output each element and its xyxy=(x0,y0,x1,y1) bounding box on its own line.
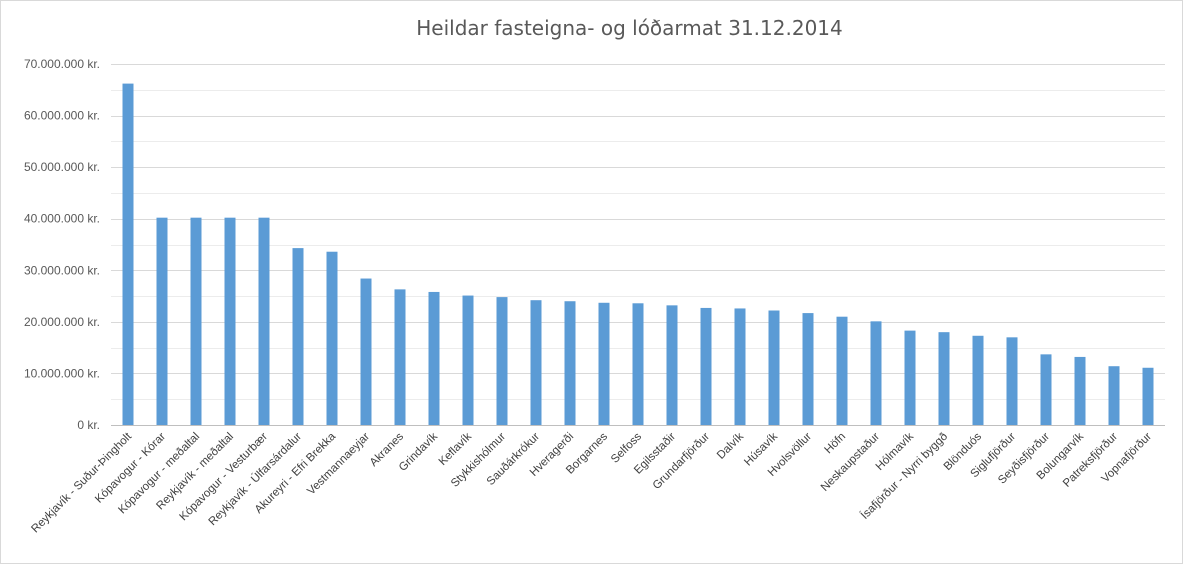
bar xyxy=(258,217,270,425)
y-tick-label: 30.000.000 kr. xyxy=(24,263,100,277)
x-tick-label: Höfn xyxy=(822,431,848,457)
bar xyxy=(360,278,372,425)
bar xyxy=(1142,367,1154,425)
bar xyxy=(666,305,678,425)
bar xyxy=(224,217,236,425)
bar xyxy=(870,321,882,425)
bar xyxy=(530,300,542,425)
bar xyxy=(598,302,610,425)
bar xyxy=(1108,366,1120,425)
y-tick-label: 50.000.000 kr. xyxy=(24,160,100,174)
x-tick-label: Neskaupstaður xyxy=(819,431,882,494)
y-tick-label: 70.000.000 kr. xyxy=(24,57,100,71)
bar xyxy=(1074,356,1086,425)
bar xyxy=(564,301,576,425)
bar xyxy=(972,335,984,425)
bar xyxy=(190,217,202,425)
bar xyxy=(734,308,746,425)
y-tick-label: 0 kr. xyxy=(77,418,100,432)
bars xyxy=(122,83,1154,425)
bar xyxy=(632,303,644,425)
y-tick-label: 20.000.000 kr. xyxy=(24,315,100,329)
bar xyxy=(802,313,814,425)
bar xyxy=(394,289,406,425)
bar xyxy=(768,310,780,425)
y-tick-label: 40.000.000 kr. xyxy=(24,212,100,226)
bar xyxy=(700,307,712,425)
bar xyxy=(462,295,474,425)
y-tick-label: 60.000.000 kr. xyxy=(24,109,100,123)
bar xyxy=(326,251,338,425)
bar xyxy=(292,248,304,425)
bar xyxy=(836,316,848,425)
bar xyxy=(1006,337,1018,425)
chart-title: Heildar fasteigna- og lóðarmat 31.12.201… xyxy=(416,16,843,40)
y-axis-ticks: 0 kr. 10.000.000 kr. 20.000.000 kr. 30.000.… xyxy=(24,57,100,432)
bar xyxy=(496,297,508,425)
bar xyxy=(1040,354,1052,425)
x-tick-label: Dalvík xyxy=(715,430,746,461)
bar xyxy=(428,291,440,425)
x-tick-label: Vestmannaeyjar xyxy=(305,431,372,498)
bar xyxy=(938,332,950,425)
y-tick-label: 10.000.000 kr. xyxy=(24,366,100,380)
bar xyxy=(122,83,134,425)
bar xyxy=(156,217,168,425)
bar xyxy=(904,330,916,425)
